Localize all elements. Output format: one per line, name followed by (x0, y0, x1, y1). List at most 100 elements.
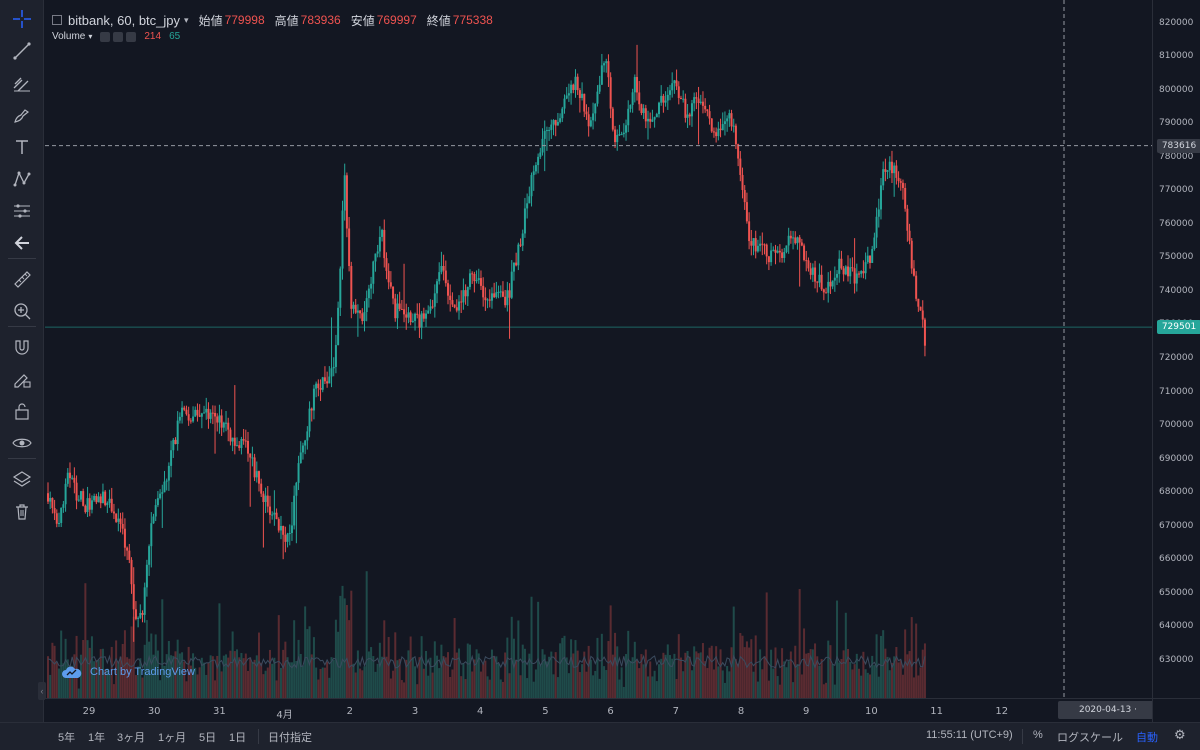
symbol-dropdown-icon[interactable]: ▾ (184, 14, 189, 25)
candle-body (198, 415, 201, 417)
range-5d-button[interactable]: 5日 (199, 732, 217, 744)
candle-body (515, 262, 518, 266)
collapse-toolbar-button[interactable]: ‹ (38, 682, 46, 700)
volume-bar (348, 620, 351, 698)
candle-body (906, 208, 909, 231)
volume-bar (825, 682, 828, 698)
magnet-icon[interactable] (8, 334, 36, 360)
prediction-icon[interactable] (8, 198, 36, 224)
candle-body (653, 117, 656, 120)
price-chart[interactable] (45, 0, 1152, 698)
time-axis[interactable]: 2930314月2345678910111214 2020-04-13 · 02… (45, 698, 1165, 733)
volume-bar (365, 571, 368, 698)
ruler-icon[interactable] (8, 266, 36, 292)
candle-body (849, 267, 852, 277)
volume-bar (203, 662, 206, 698)
range-3m-button[interactable]: 3ヶ月 (117, 732, 146, 744)
volume-bar (594, 670, 597, 698)
volume-label[interactable]: Volume (52, 31, 86, 42)
series-toggle-icon[interactable] (52, 15, 62, 25)
candle-body (47, 493, 49, 502)
lock-drawing-icon[interactable] (8, 366, 36, 392)
candle-body (170, 450, 173, 466)
candle-body (119, 518, 122, 524)
volume-bar (721, 670, 724, 698)
volume-bar (919, 667, 922, 698)
tradingview-watermark[interactable]: Chart by TradingView (62, 665, 195, 679)
volume-bar (167, 641, 170, 698)
fib-retracement-icon[interactable] (8, 70, 36, 96)
volume-bar (341, 585, 344, 698)
settings-gear-icon[interactable]: ⚙ (1174, 727, 1186, 742)
trend-line-icon[interactable] (8, 38, 36, 64)
candle-body (633, 77, 636, 93)
candle-body (121, 523, 124, 529)
volume-hide-icon[interactable] (100, 31, 111, 42)
volume-bar (578, 672, 581, 698)
candle-body (51, 497, 54, 508)
eye-icon[interactable] (8, 430, 36, 456)
candle-body (414, 313, 417, 321)
range-1y-button[interactable]: 1年 (88, 732, 106, 744)
candle-body (332, 366, 335, 369)
volume-bar (567, 673, 570, 698)
volume-dropdown-icon[interactable]: ▾ (88, 32, 93, 41)
volume-bar (464, 679, 467, 698)
candle-body (504, 296, 507, 306)
candle-body (361, 313, 364, 322)
candle-body (165, 480, 168, 482)
candle-body (510, 271, 513, 298)
volume-bar (396, 660, 399, 698)
candle-body (625, 125, 628, 133)
volume-bar (510, 616, 513, 698)
zoom-in-icon[interactable] (8, 298, 36, 324)
pattern-icon[interactable] (8, 166, 36, 192)
crosshair-icon[interactable] (8, 6, 36, 32)
volume-settings-icon[interactable] (113, 31, 124, 42)
volume-legend: Volume ▾ 214 65 (52, 31, 180, 42)
volume-bar (71, 665, 74, 698)
symbol-title[interactable]: bitbank, 60, btc_jpy (68, 12, 181, 28)
goto-date-button[interactable]: 日付指定 (268, 732, 312, 744)
candle-body (275, 512, 278, 520)
volume-bar (262, 674, 265, 698)
back-arrow-icon[interactable] (8, 230, 36, 256)
price-axis[interactable]: 820000 810000 800000 790000 780000 770000 7600… (1152, 0, 1200, 698)
range-5y-button[interactable]: 5年 (58, 732, 76, 744)
volume-bar (112, 684, 115, 698)
layers-icon[interactable] (8, 466, 36, 492)
range-1d-button[interactable]: 1日 (229, 732, 247, 744)
candle-body (455, 307, 458, 311)
volume-remove-icon[interactable] (126, 31, 137, 42)
volume-bar (47, 656, 49, 698)
candle-body (75, 482, 78, 501)
volume-bar (684, 652, 687, 698)
range-1m-button[interactable]: 1ヶ月 (158, 732, 187, 744)
chart-pane[interactable] (45, 0, 1152, 698)
candle-body (249, 453, 252, 458)
candle-body (409, 312, 412, 322)
brush-icon[interactable] (8, 102, 36, 128)
volume-bar (690, 670, 693, 698)
volume-bar (741, 635, 744, 698)
candle-body (774, 249, 777, 253)
unlock-icon[interactable] (8, 398, 36, 424)
volume-bar (143, 644, 146, 698)
candle-body (912, 268, 915, 276)
volume-bar (565, 657, 568, 698)
candle-body (563, 98, 566, 109)
clock-display[interactable]: 11:55:11 (UTC+9) (926, 729, 1013, 741)
volume-bar (767, 680, 770, 698)
volume-bar (345, 605, 348, 698)
trash-icon[interactable] (8, 498, 36, 524)
auto-scale-button[interactable]: 自動 (1136, 732, 1158, 744)
text-icon[interactable] (8, 134, 36, 160)
candle-body (442, 265, 445, 271)
candle-body (374, 253, 377, 262)
volume-bar (198, 667, 201, 698)
percent-scale-button[interactable]: % (1033, 729, 1043, 741)
volume-bar (840, 659, 843, 698)
volume-bar (607, 641, 610, 698)
log-scale-button[interactable]: ログスケール (1057, 732, 1123, 744)
candle-body (383, 229, 386, 259)
